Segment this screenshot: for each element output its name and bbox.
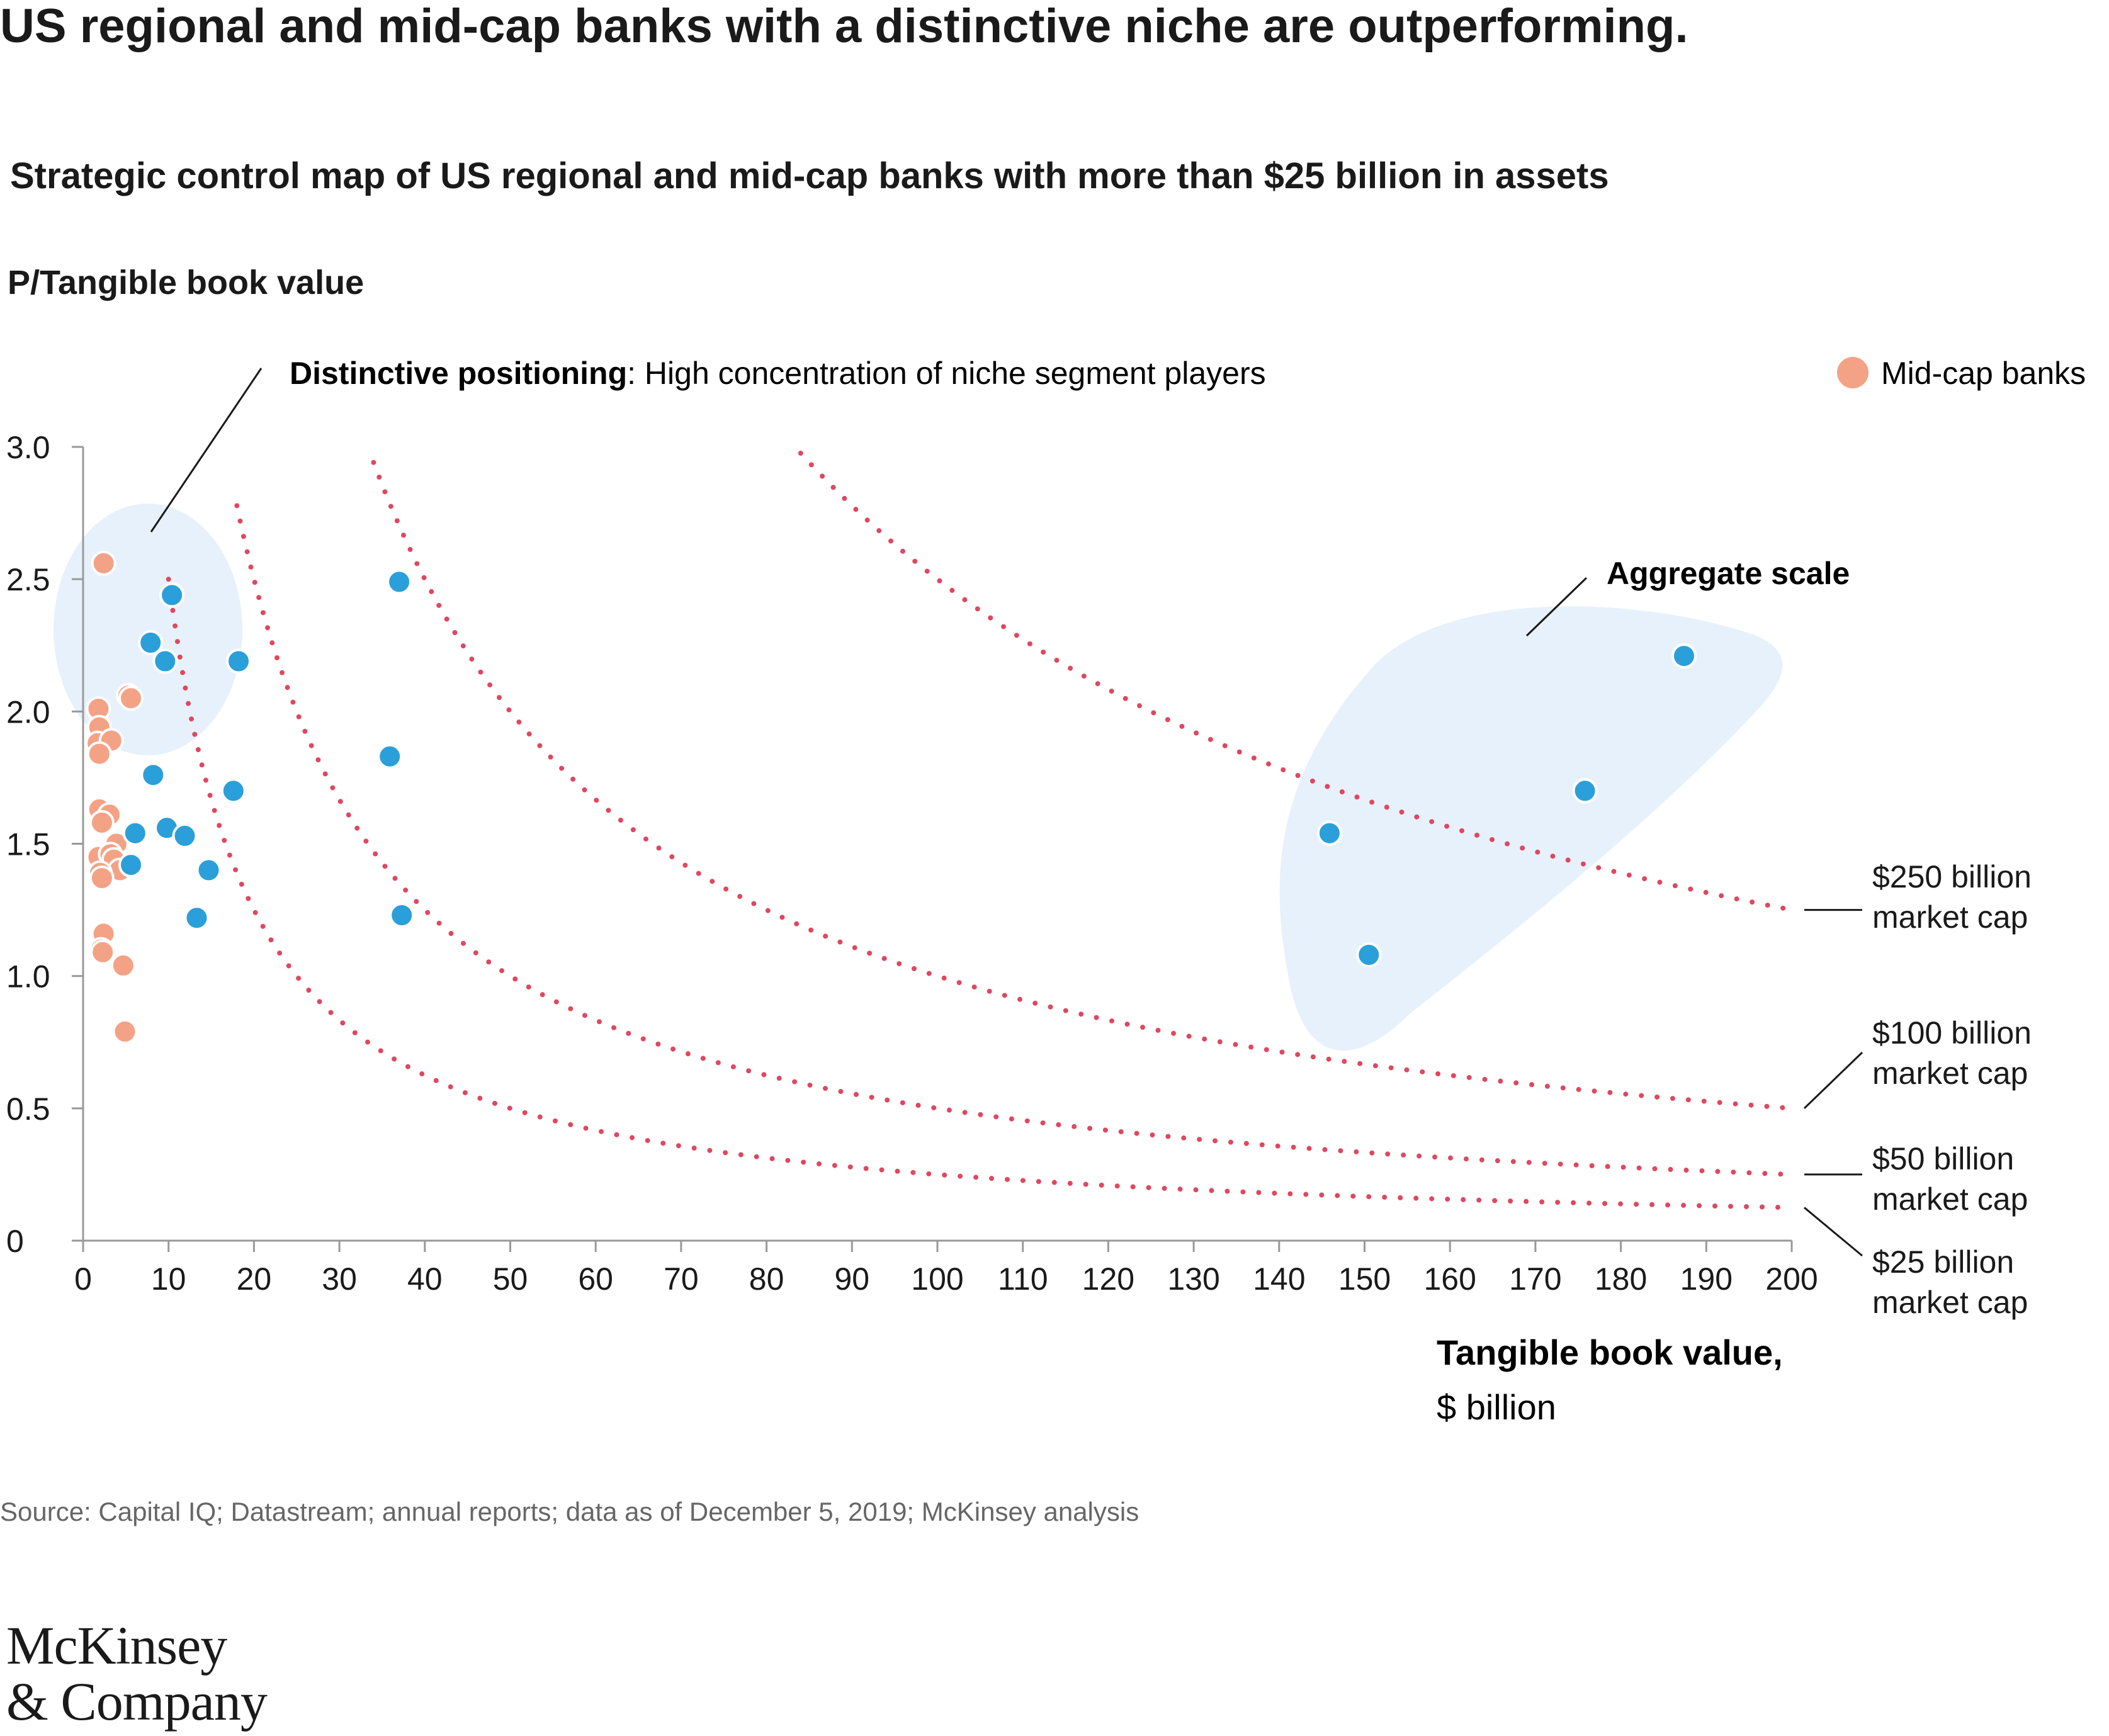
x-tick-label: 100 xyxy=(911,1261,963,1297)
x-tick-label: 130 xyxy=(1167,1261,1219,1297)
highlight-regions xyxy=(54,504,1783,1051)
x-tick-label: 150 xyxy=(1338,1261,1391,1297)
midcap-bank-point xyxy=(90,939,116,965)
chart-subtitle: Strategic control map of US regional and… xyxy=(10,155,1609,196)
x-tick-label: 80 xyxy=(749,1261,784,1297)
market-cap-curve-250 xyxy=(798,451,1794,913)
x-tick-label: 40 xyxy=(407,1261,443,1297)
source-note: Source: Capital IQ; Datastream; annual r… xyxy=(0,1497,1139,1526)
x-tick-label: 10 xyxy=(151,1261,186,1297)
market-cap-label-25: $25 billion xyxy=(1872,1244,2014,1280)
market-cap-leader-100 xyxy=(1803,1051,1863,1109)
y-tick-label: 2.5 xyxy=(6,562,50,597)
market-cap-label-50: $50 billion xyxy=(1872,1141,2014,1176)
y-tick-label: 0.5 xyxy=(6,1091,50,1127)
mckinsey-logo: McKinsey & Company xyxy=(6,1615,268,1732)
y-axis-label: P/Tangible book value xyxy=(8,264,365,302)
regional-bank-point xyxy=(1316,820,1342,846)
x-tick-label: 0 xyxy=(74,1261,92,1297)
regional-bank-point xyxy=(226,648,251,674)
regional-bank-point xyxy=(140,762,166,788)
chart-title: US regional and mid-cap banks with a dis… xyxy=(0,0,1688,53)
x-tick-label: 70 xyxy=(664,1261,699,1297)
x-tick-label: 60 xyxy=(578,1261,613,1297)
x-tick-label: 90 xyxy=(834,1261,869,1297)
x-tick-label: 20 xyxy=(237,1261,272,1297)
regional-bank-point xyxy=(118,852,144,878)
x-tick-label: 30 xyxy=(322,1261,357,1297)
x-tick-label: 120 xyxy=(1082,1261,1134,1297)
midcap-bank-point xyxy=(89,809,115,835)
market-cap-leader-25 xyxy=(1804,1207,1863,1257)
y-tick-label: 1.0 xyxy=(6,959,50,995)
regional-bank-point xyxy=(377,743,403,769)
legend-label-midcap: Mid-cap banks xyxy=(1881,356,2086,391)
market-cap-label-unit-100: market cap xyxy=(1872,1056,2028,1091)
market-cap-label-unit-250: market cap xyxy=(1872,899,2028,935)
market-cap-curve-100 xyxy=(371,459,1794,1111)
midcap-bank-point xyxy=(118,685,144,711)
market-cap-curves: $250 billion market cap $100 billion market… xyxy=(166,451,2032,1320)
market-cap-label-unit-25: market cap xyxy=(1872,1285,2028,1320)
x-tick-label: 50 xyxy=(493,1261,528,1297)
axes: 0 0.5 1.0 1.5 2.0 2.5 3.0 0 10 20 30 40 50 60 70 80 90 10… xyxy=(6,430,1818,1297)
regional-bank-point xyxy=(1572,778,1598,804)
distinctive-region xyxy=(54,504,242,755)
regional-bank-point xyxy=(159,582,185,608)
regional-bank-point xyxy=(220,778,246,804)
regional-bank-point xyxy=(196,857,222,883)
midcap-bank-point xyxy=(89,865,115,891)
market-cap-label-100: $100 billion xyxy=(1872,1015,2032,1051)
distinctive-annotation-bold: Distinctive positioning xyxy=(290,356,627,391)
regional-bank-point xyxy=(389,903,415,928)
y-tick-label: 0 xyxy=(6,1224,24,1259)
midcap-bank-point xyxy=(110,952,136,978)
logo-line-1: McKinsey xyxy=(6,1615,227,1676)
y-tick-label: 3.0 xyxy=(6,430,50,465)
x-tick-label: 190 xyxy=(1680,1261,1733,1297)
y-tick-label: 2.0 xyxy=(6,694,50,730)
market-cap-label-250: $250 billion xyxy=(1872,859,2032,894)
distinctive-annotation: Distinctive positioning: High concentrat… xyxy=(290,356,1266,391)
x-axis-label-bold: Tangible book value, xyxy=(1437,1333,1783,1372)
aggregate-region xyxy=(1279,606,1783,1051)
midcap-bank-point xyxy=(91,550,116,576)
x-tick-label: 110 xyxy=(998,1261,1048,1297)
x-tick-label: 180 xyxy=(1595,1261,1647,1297)
midcap-bank-point xyxy=(86,741,112,767)
regional-bank-point xyxy=(172,823,198,848)
regional-bank-point xyxy=(152,648,178,674)
regional-bank-point xyxy=(1671,643,1697,669)
market-cap-label-unit-50: market cap xyxy=(1872,1181,2028,1217)
regional-bank-point xyxy=(138,630,164,655)
x-tick-label: 200 xyxy=(1765,1261,1818,1297)
y-tick-label: 1.5 xyxy=(6,827,50,862)
distinctive-leader-line xyxy=(150,368,263,533)
midcap-bank-point xyxy=(112,1018,138,1044)
regional-bank-point xyxy=(1356,942,1382,967)
x-axis-label-unit: $ billion xyxy=(1437,1387,1556,1427)
data-points xyxy=(85,550,1697,1044)
aggregate-leader-line xyxy=(1525,577,1588,637)
aggregate-annotation: Aggregate scale xyxy=(1607,556,1850,591)
x-tick-label: 170 xyxy=(1509,1261,1561,1297)
regional-bank-point xyxy=(387,569,412,595)
regional-bank-point xyxy=(122,820,148,846)
x-tick-label: 160 xyxy=(1423,1261,1476,1297)
logo-line-2: & Company xyxy=(6,1671,268,1732)
distinctive-annotation-text: : High concentration of niche segment pl… xyxy=(627,356,1265,391)
regional-bank-point xyxy=(184,905,210,931)
legend-marker-midcap xyxy=(1837,357,1869,388)
scatter-chart: 0 0.5 1.0 1.5 2.0 2.5 3.0 0 10 20 30 40 50 60 70 80 90 10… xyxy=(6,356,2086,1427)
x-tick-label: 140 xyxy=(1253,1261,1305,1297)
